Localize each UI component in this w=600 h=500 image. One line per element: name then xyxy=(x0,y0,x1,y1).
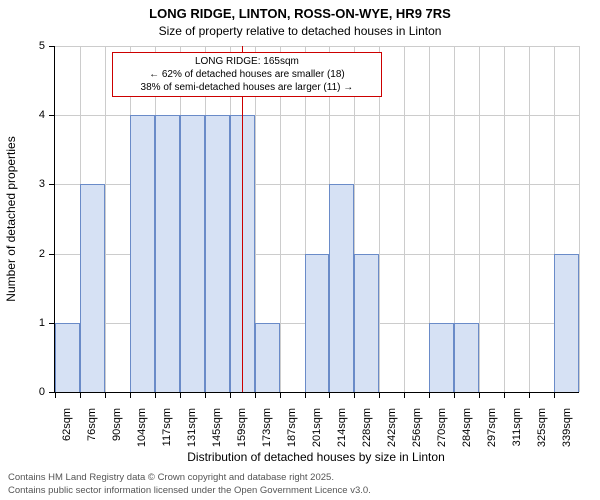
y-axis-label: Number of detached properties xyxy=(4,119,24,319)
histogram-bar xyxy=(180,115,205,392)
marker-line xyxy=(242,46,243,392)
y-tick xyxy=(49,46,55,47)
x-axis-label: Distribution of detached houses by size … xyxy=(54,450,578,464)
annotation-box: LONG RIDGE: 165sqm← 62% of detached hous… xyxy=(112,52,382,97)
x-tick xyxy=(55,392,56,398)
x-tick xyxy=(230,392,231,398)
annotation-line: 38% of semi-detached houses are larger (… xyxy=(117,81,377,94)
histogram-bar xyxy=(305,254,330,392)
gridline-vertical xyxy=(579,46,580,392)
x-tick xyxy=(255,392,256,398)
x-tick xyxy=(130,392,131,398)
annotation-line: LONG RIDGE: 165sqm xyxy=(117,55,377,68)
gridline-vertical xyxy=(379,46,380,392)
y-tick-label: 5 xyxy=(21,40,45,52)
histogram-bar xyxy=(554,254,579,392)
chart-subtitle: Size of property relative to detached ho… xyxy=(0,24,600,38)
x-tick xyxy=(329,392,330,398)
x-tick xyxy=(280,392,281,398)
gridline-vertical xyxy=(504,46,505,392)
chart-title: LONG RIDGE, LINTON, ROSS-ON-WYE, HR9 7RS xyxy=(0,6,600,21)
y-tick xyxy=(49,115,55,116)
histogram-bar xyxy=(255,323,280,392)
gridline-vertical xyxy=(404,46,405,392)
x-tick xyxy=(479,392,480,398)
gridline-horizontal xyxy=(55,46,579,47)
footer-line-2: Contains public sector information licen… xyxy=(8,485,371,496)
histogram-bar xyxy=(429,323,454,392)
x-tick xyxy=(80,392,81,398)
y-tick-label: 3 xyxy=(21,178,45,190)
x-tick xyxy=(554,392,555,398)
x-tick xyxy=(105,392,106,398)
histogram-bar xyxy=(454,323,479,392)
x-tick xyxy=(354,392,355,398)
histogram-bar xyxy=(205,115,230,392)
gridline-vertical xyxy=(280,46,281,392)
x-tick xyxy=(379,392,380,398)
x-tick xyxy=(155,392,156,398)
histogram-bar xyxy=(80,184,105,392)
x-tick xyxy=(305,392,306,398)
x-tick xyxy=(454,392,455,398)
histogram-bar xyxy=(130,115,155,392)
x-tick xyxy=(529,392,530,398)
y-tick xyxy=(49,184,55,185)
x-tick xyxy=(205,392,206,398)
annotation-line: ← 62% of detached houses are smaller (18… xyxy=(117,68,377,81)
x-tick xyxy=(429,392,430,398)
histogram-bar xyxy=(354,254,379,392)
x-tick xyxy=(504,392,505,398)
y-tick-label: 4 xyxy=(21,109,45,121)
footer-line-1: Contains HM Land Registry data © Crown c… xyxy=(8,472,334,483)
x-tick xyxy=(404,392,405,398)
y-tick-label: 1 xyxy=(21,317,45,329)
y-tick-label: 2 xyxy=(21,248,45,260)
x-tick xyxy=(180,392,181,398)
histogram-bar xyxy=(155,115,180,392)
histogram-bar xyxy=(55,323,80,392)
y-tick-label: 0 xyxy=(21,386,45,398)
gridline-vertical xyxy=(479,46,480,392)
gridline-vertical xyxy=(105,46,106,392)
histogram-bar xyxy=(329,184,354,392)
plot-area: 01234562sqm76sqm90sqm104sqm117sqm131sqm1… xyxy=(54,46,579,393)
y-tick xyxy=(49,254,55,255)
gridline-vertical xyxy=(529,46,530,392)
chart-container: LONG RIDGE, LINTON, ROSS-ON-WYE, HR9 7RS… xyxy=(0,0,600,500)
